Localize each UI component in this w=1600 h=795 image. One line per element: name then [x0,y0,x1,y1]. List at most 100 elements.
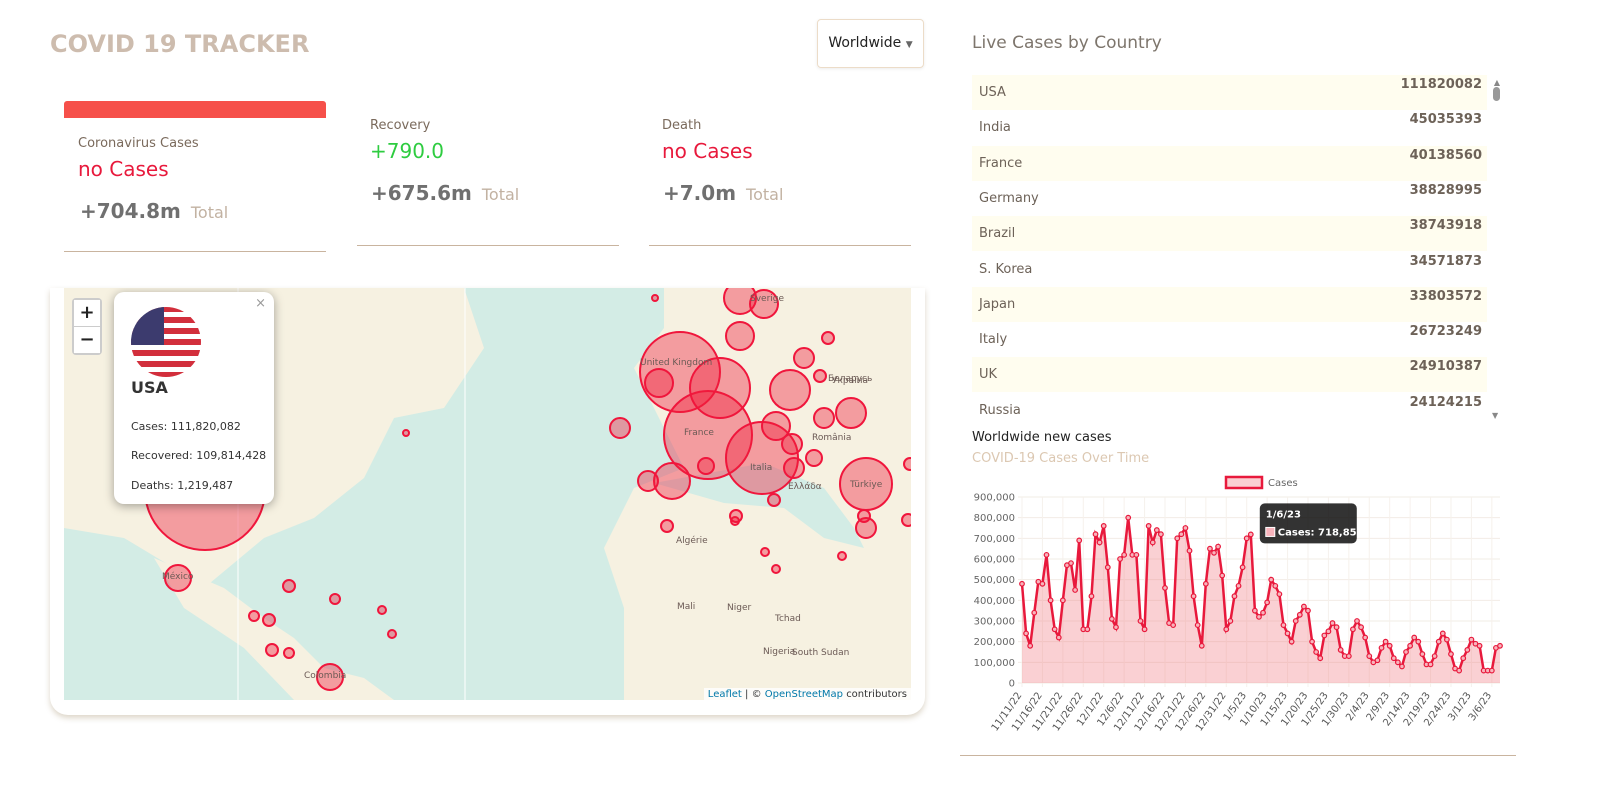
flag [131,307,201,377]
card-active-bar [64,101,326,118]
table-row[interactable]: France 40138560 [972,145,1487,181]
point [1059,597,1066,604]
point [1374,657,1381,664]
card[interactable]: Death no Cases +7.0m Total [649,95,911,246]
point [1247,531,1254,538]
country-dropdown[interactable]: Worldwide ▼ [817,19,924,68]
y-tick-label: 800,000 [974,513,1015,524]
case-circle [609,417,631,439]
country-cases: 34571873 [1409,253,1482,269]
point [1439,630,1446,637]
point [1333,624,1340,631]
card-today: +790.0 [370,139,445,163]
card[interactable]: Recovery +790.0 +675.6m Total [357,95,619,246]
case-circle [282,579,296,593]
country-cases: 24910387 [1409,359,1482,375]
point [1096,539,1103,546]
point [1019,580,1025,587]
point [1243,535,1250,542]
popup-cases: Cases: 111,820,082 [131,420,241,433]
point [1476,642,1483,649]
case-circle [660,519,674,533]
app-title: COVID 19 TRACKER [50,30,310,58]
country-name: Japan [979,296,1016,312]
point [1276,591,1283,598]
table-row[interactable]: Russia 24124215 [972,392,1487,428]
point [1055,634,1062,641]
table-row[interactable]: India 45035393 [972,110,1487,146]
zoom-out[interactable]: − [74,327,100,353]
point [1194,622,1201,629]
case-circle [901,513,911,527]
map[interactable]: United Kingdom France Italia Ελλάδα Türkiye У… [50,288,925,715]
point [1358,624,1364,631]
map-label: France [684,428,714,438]
table-row[interactable]: Japan 33803572 [972,286,1487,322]
case-circle [644,368,674,398]
table-title: Live Cases by Country [972,33,1162,53]
country-name: S. Korea [979,261,1033,277]
point [1158,531,1164,538]
case-circle [813,407,835,429]
map-label: Niger [727,603,752,613]
table-row[interactable]: Brazil 38743918 [972,216,1487,252]
case-circle [651,294,659,302]
map-tiles [64,288,911,700]
point [1403,649,1409,655]
y-tick-label: 200,000 [974,637,1015,648]
point [1162,585,1168,591]
point [1321,632,1328,639]
country-cases: 45035393 [1409,112,1482,128]
point [1435,638,1442,645]
popup-close[interactable]: × [255,296,266,311]
point [1125,514,1132,521]
map-label: Ελλάδα [788,482,822,492]
leaflet-link[interactable]: Leaflet [707,689,742,700]
point [1047,597,1054,604]
scroll-thumb[interactable] [1493,87,1500,101]
case-circle [316,663,344,691]
map-label: United Kingdom [640,358,713,368]
card[interactable]: Coronavirus Cases no Cases +704.8m Total [64,101,326,252]
point [1256,613,1262,620]
case-circle [813,369,827,383]
table-row[interactable]: S. Korea 34571873 [972,251,1487,287]
map-label: Türkiye [850,480,883,490]
point [1280,622,1287,629]
case-circle [377,605,387,615]
scroll-down[interactable]: ▼ [1492,411,1499,420]
point [1272,582,1279,589]
case-circle [697,457,715,475]
point [1108,616,1115,622]
point [1186,547,1193,554]
card-total: +7.0m Total [663,181,783,205]
total-label: Total [746,185,784,204]
point [1084,626,1091,633]
point [1260,609,1266,616]
point [1068,560,1074,567]
case-circle [805,449,823,467]
point [1231,593,1238,600]
map-label: Беларусь [828,374,873,384]
country-name: UK [979,367,998,383]
case-circle [783,457,805,479]
table-row[interactable]: UK 24910387 [972,357,1487,393]
point [1088,593,1095,600]
y-tick-label: 600,000 [974,555,1015,566]
point [1202,580,1209,587]
osm-link[interactable]: OpenStreetMap [764,689,843,700]
point [1300,603,1307,610]
scroll-up[interactable]: ▲ [1493,78,1501,87]
case-circle [771,564,781,574]
table-row[interactable]: Germany 38828995 [972,180,1487,216]
point [1198,642,1205,649]
scrollbar[interactable]: ▲ ▼ [1492,78,1502,420]
point [1354,618,1360,624]
table-row[interactable]: Italy 26723249 [972,322,1487,358]
point [1464,647,1471,653]
area [1022,517,1500,683]
case-circle [769,369,811,411]
zoom-in[interactable]: + [74,300,100,327]
table-row[interactable]: USA 111820082 [972,75,1487,110]
